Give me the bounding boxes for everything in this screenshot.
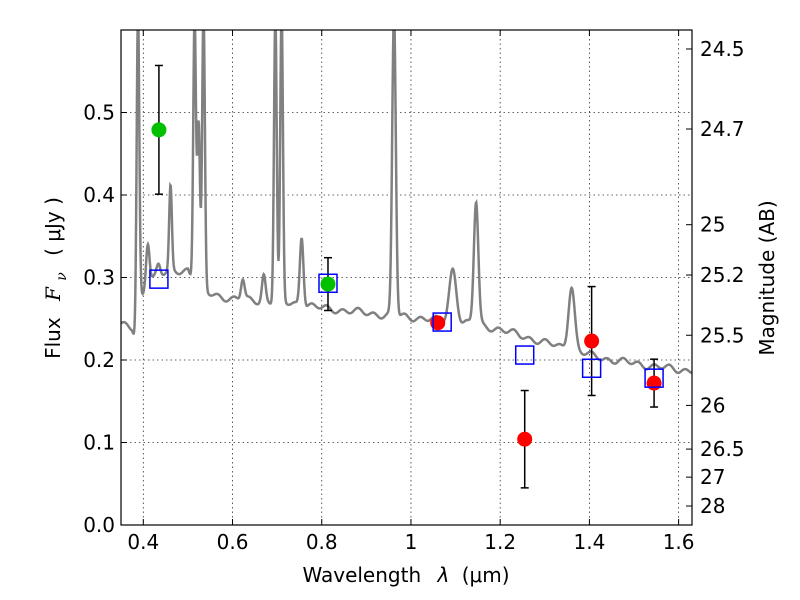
model-point xyxy=(581,358,602,378)
y-tick-label: 0.3 xyxy=(83,266,115,290)
x-tick-label: 1 xyxy=(405,530,418,554)
model-point xyxy=(149,269,169,289)
y2-tick-label: 28 xyxy=(700,494,725,518)
y-axis-label-subscript: ν xyxy=(54,272,70,281)
x-axis-label-symbol: λ xyxy=(437,563,450,587)
x-tick-label: 0.4 xyxy=(127,530,159,554)
model-spectrum-line xyxy=(121,30,692,375)
y2-tick-label: 25.5 xyxy=(700,323,745,347)
axis-ticks: 0.4 0.6 0.8 1 1.2 1.4 1.6 0.0 0.1 0.2 0.3 0.4 0.5 24.… xyxy=(83,30,745,554)
data-point xyxy=(584,333,600,349)
y2-tick-label: 27 xyxy=(700,465,725,489)
y2-tick-label: 24.5 xyxy=(700,37,745,61)
y2-tick-label: 25 xyxy=(700,213,725,237)
data-points xyxy=(149,64,664,489)
y-axis-label-prefix: Flux xyxy=(41,317,65,359)
x-tick-label: 1.2 xyxy=(484,530,516,554)
x-axis-label-unit: (μm) xyxy=(462,563,510,587)
x-axis-label-prefix: Wavelength xyxy=(302,563,421,587)
y2-tick-label: 26 xyxy=(700,393,725,417)
data-point xyxy=(430,315,446,331)
y-tick-label: 0.4 xyxy=(83,183,115,207)
data-point xyxy=(151,122,167,138)
x-tick-label: 1.6 xyxy=(663,530,695,554)
y-axis-label: Flux F ν ( μJy ) xyxy=(41,197,71,359)
x-axis-label: Wavelength λ (μm) xyxy=(302,563,509,587)
y2-axis-label: Magnitude (AB) xyxy=(755,200,779,355)
data-point xyxy=(646,375,662,391)
y-tick-label: 0.0 xyxy=(83,513,115,537)
y2-tick-label: 26.5 xyxy=(700,437,745,461)
y2-tick-label: 25.2 xyxy=(700,263,745,287)
x-tick-label: 0.8 xyxy=(306,530,338,554)
model-point xyxy=(318,273,338,294)
data-point xyxy=(320,276,336,292)
grid-lines xyxy=(121,30,692,526)
y2-tick-label: 24.7 xyxy=(700,117,745,141)
y-tick-label: 0.2 xyxy=(83,348,115,372)
model-point xyxy=(432,312,452,332)
model-point xyxy=(644,368,664,388)
y-tick-label: 0.1 xyxy=(83,431,115,455)
x-tick-label: 0.6 xyxy=(217,530,249,554)
model-spectrum xyxy=(121,30,692,375)
x-tick-label: 1.4 xyxy=(573,530,605,554)
y-axis-label-unit: ( μJy ) xyxy=(41,197,65,256)
y-tick-label: 0.5 xyxy=(83,101,115,125)
model-point xyxy=(514,345,535,365)
data-point xyxy=(517,431,533,447)
y-axis-label-symbol: F xyxy=(41,286,65,302)
